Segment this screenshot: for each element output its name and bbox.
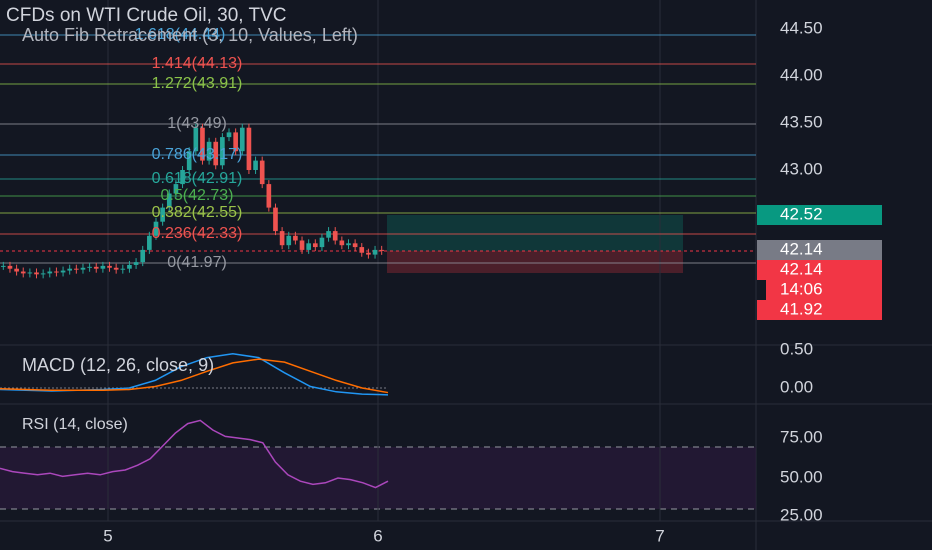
candle [206, 141, 212, 161]
candle [0, 265, 6, 267]
candle [140, 249, 146, 263]
candle [60, 270, 66, 273]
candle [352, 243, 358, 248]
candle [160, 207, 165, 222]
candle [233, 132, 238, 152]
candle [332, 231, 338, 241]
candle [372, 249, 378, 255]
candle [379, 249, 385, 251]
symbol-title: CFDs on WTI Crude Oil, 30, TVC [6, 5, 287, 26]
candle [47, 271, 53, 274]
candle [312, 243, 318, 248]
candle [147, 235, 152, 250]
rsi-title: RSI (14, close) [22, 416, 128, 433]
candle [100, 265, 106, 269]
price-axis-label: 44.50 [780, 18, 823, 37]
price-badge-label: 42.14 [780, 239, 823, 258]
time-label: 7 [655, 526, 664, 545]
fib-label: 0.382(42.55) [152, 204, 243, 221]
candle [213, 141, 219, 166]
macd-title: MACD (12, 26, close, 9) [22, 355, 214, 375]
candle [93, 266, 99, 269]
fib-label: 1.414(44.13) [152, 55, 243, 72]
candle [133, 262, 139, 265]
candle [27, 272, 33, 274]
long-target [387, 215, 683, 251]
candle [339, 240, 345, 246]
candle [226, 132, 232, 138]
candle [273, 207, 278, 232]
candle [54, 271, 59, 273]
candle [173, 184, 179, 194]
candle [239, 127, 245, 152]
candle [7, 265, 13, 269]
candle [279, 231, 285, 246]
candle [180, 170, 185, 185]
candle [87, 266, 92, 268]
macd-axis-label: 0.50 [780, 339, 813, 358]
signal-line [0, 358, 389, 394]
candle [186, 151, 192, 170]
price-badge [757, 300, 882, 320]
fib-label: 1.272(43.91) [152, 75, 243, 92]
fib-label: 0(41.97) [167, 254, 227, 271]
candle [107, 265, 112, 268]
price-badge [766, 280, 882, 300]
candle [253, 160, 258, 170]
candle [67, 268, 73, 271]
fib-label: 1.618(44.44) [135, 26, 226, 43]
candle [200, 127, 205, 161]
candle [153, 221, 159, 236]
candle [266, 184, 272, 208]
macd-axis-label: 0.00 [780, 377, 813, 396]
candle [326, 231, 331, 238]
candle [113, 267, 119, 270]
candle [193, 127, 199, 152]
fib-label: 0.618(42.91) [152, 170, 243, 187]
price-badge [757, 260, 882, 280]
candle [127, 264, 132, 269]
price-badge-label: 41.92 [780, 299, 823, 318]
candle [366, 252, 371, 255]
candle [40, 273, 46, 275]
candle [359, 247, 365, 253]
candle [319, 237, 325, 248]
candle [286, 235, 292, 246]
candle [220, 137, 225, 166]
candle [20, 271, 26, 274]
fib-label: 1(43.49) [167, 115, 227, 132]
candle [34, 272, 39, 275]
price-badge-label: 42.52 [780, 204, 823, 223]
fib-label: 0.236(42.33) [152, 225, 243, 242]
candle [74, 268, 79, 270]
rsi-axis-label: 25.00 [780, 505, 823, 524]
time-label: 6 [373, 526, 382, 545]
price-axis-label: 43.00 [780, 159, 823, 178]
candle [80, 267, 86, 270]
price-badge [757, 240, 882, 260]
candle [166, 193, 172, 208]
candle [299, 240, 305, 250]
fib-label: 0.786(43.17) [152, 146, 243, 163]
rsi-axis-label: 50.00 [780, 467, 823, 486]
fib-label: 0.5(42.73) [161, 187, 234, 204]
candle [346, 243, 351, 246]
price-badge-label: 42.14 [780, 259, 823, 278]
price-axis-label: 43.50 [780, 112, 823, 131]
price-badge [757, 205, 882, 225]
rsi-line [0, 419, 389, 489]
candle [120, 268, 126, 270]
long-stop [387, 251, 683, 273]
price-badge-label: 14:06 [780, 279, 823, 298]
candle [14, 268, 19, 272]
indicator-title: Auto Fib Retracement (3, 10, Values, Lef… [22, 25, 358, 45]
candle [306, 243, 311, 250]
candle [246, 127, 252, 170]
rsi-axis-label: 75.00 [780, 427, 823, 446]
candle [293, 235, 298, 241]
candle [259, 160, 265, 185]
time-label: 5 [103, 526, 112, 545]
price-axis-label: 44.00 [780, 65, 823, 84]
